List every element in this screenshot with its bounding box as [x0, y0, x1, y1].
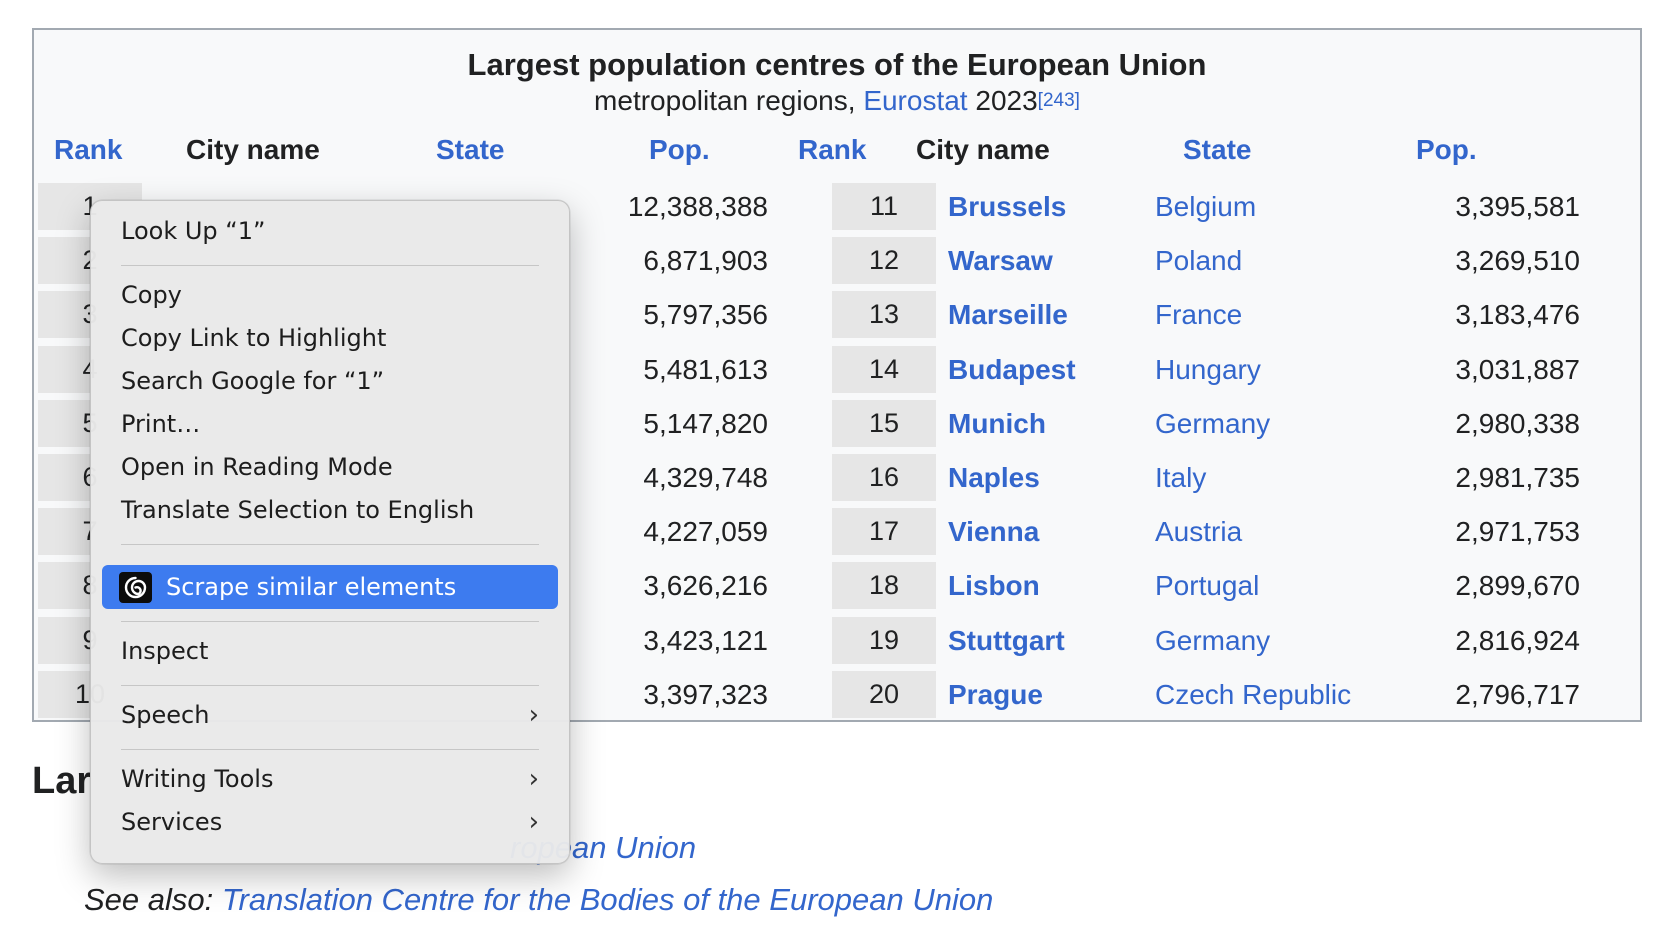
pop-cell: 4,227,059 [643, 516, 768, 548]
speech-label: Speech [121, 701, 210, 729]
menu-separator [121, 544, 539, 545]
menu-item-translate-selection[interactable]: Translate Selection to English [121, 496, 475, 524]
state-link[interactable]: France [1155, 299, 1243, 331]
menu-separator [121, 621, 539, 622]
state-link[interactable]: Italy [1155, 462, 1207, 493]
eurostat-link[interactable]: Eurostat [863, 85, 968, 116]
pop-cell: 3,423,121 [643, 624, 768, 656]
rank-cell: 18 [832, 562, 936, 610]
state-link[interactable]: Germany [1155, 407, 1271, 439]
menu-item-open-reading-mode[interactable]: Open in Reading Mode [121, 453, 393, 481]
see-also-note: See also: Translation Centre for the Bod… [84, 882, 993, 918]
header-state-left[interactable]: State [436, 134, 505, 165]
rank-cell: 14 [832, 345, 936, 393]
rank-cell: 13 [832, 291, 936, 339]
pop-cell: 5,797,356 [643, 299, 768, 331]
see-also-link[interactable]: Translation Centre for the Bodies of the… [221, 882, 994, 917]
menu-separator [121, 685, 539, 686]
pop-cell: 3,395,581 [1455, 191, 1580, 222]
writing-tools-label: Writing Tools [121, 765, 274, 793]
spiral-extension-icon [119, 572, 152, 603]
header-pop-right[interactable]: Pop. [1416, 134, 1477, 165]
rank-cell: 20 [832, 670, 936, 718]
rank-cell: 15 [832, 399, 936, 447]
subcaption-year: 2023 [975, 85, 1038, 116]
city-link[interactable]: Brussels [948, 191, 1067, 222]
city-link[interactable]: Vienna [948, 516, 1040, 548]
chevron-right-icon: › [528, 700, 539, 730]
pop-cell: 2,971,753 [1455, 516, 1580, 548]
scrape-similar-label: Scrape similar elements [166, 573, 457, 601]
city-link[interactable]: Naples [948, 462, 1040, 493]
menu-item-scrape-similar[interactable]: Scrape similar elements [102, 565, 558, 609]
pop-cell: 2,816,924 [1455, 624, 1580, 656]
city-link[interactable]: Munich [948, 407, 1046, 439]
menu-separator [121, 265, 539, 266]
chevron-right-icon: › [528, 764, 539, 794]
subcaption-prefix: metropolitan regions, [594, 85, 856, 116]
context-menu: Look Up “1” Copy Copy Link to Highlight … [90, 200, 570, 864]
table-subcaption: metropolitan regions, Eurostat 2023[243] [34, 85, 1640, 117]
reference-link[interactable]: [243] [1037, 90, 1080, 111]
rank-cell: 16 [832, 454, 936, 501]
header-pop-left[interactable]: Pop. [649, 134, 710, 165]
pop-cell: 5,147,820 [643, 407, 768, 439]
pop-cell: 3,397,323 [643, 678, 768, 710]
menu-item-inspect[interactable]: Inspect [121, 637, 209, 665]
pop-cell: 3,031,887 [1455, 353, 1580, 385]
state-link[interactable]: Czech Republic [1155, 678, 1352, 710]
menu-item-copy[interactable]: Copy [121, 281, 182, 309]
pop-cell: 3,183,476 [1455, 299, 1580, 331]
rank-cell: 17 [832, 508, 936, 556]
city-link[interactable]: Marseille [948, 299, 1068, 331]
city-link[interactable]: Warsaw [948, 245, 1053, 277]
pop-cell: 4,329,748 [643, 462, 768, 493]
header-city-left: City name [186, 134, 320, 165]
menu-item-copy-link-to-highlight[interactable]: Copy Link to Highlight [121, 324, 387, 352]
menu-item-look-up[interactable]: Look Up “1” [121, 217, 266, 245]
header-city-right: City name [916, 134, 1050, 165]
state-link[interactable]: Germany [1155, 624, 1271, 656]
menu-item-search-google[interactable]: Search Google for “1” [121, 367, 385, 395]
pop-cell: 3,626,216 [643, 570, 768, 602]
services-label: Services [121, 808, 223, 836]
city-link[interactable]: Stuttgart [948, 624, 1065, 656]
rank-cell: 11 [832, 183, 936, 230]
rank-cell: 19 [832, 616, 936, 664]
city-link[interactable]: Prague [948, 678, 1043, 710]
pop-cell: 2,796,717 [1455, 678, 1580, 710]
rank-cell: 12 [832, 237, 936, 285]
pop-cell: 3,269,510 [1455, 245, 1580, 277]
menu-item-services[interactable]: Services › [121, 802, 545, 842]
menu-item-speech[interactable]: Speech › [121, 695, 545, 735]
city-link[interactable]: Lisbon [948, 570, 1040, 602]
table-caption: Largest population centres of the Europe… [467, 47, 1207, 82]
menu-item-print[interactable]: Print… [121, 410, 201, 438]
city-link[interactable]: Budapest [948, 353, 1076, 385]
pop-cell: 2,980,338 [1455, 407, 1580, 439]
section-heading: Lar [32, 760, 92, 802]
state-link[interactable]: Poland [1155, 245, 1243, 277]
header-state-right[interactable]: State [1183, 134, 1252, 165]
header-rank-right[interactable]: Rank [798, 134, 867, 165]
menu-separator [121, 749, 539, 750]
state-link[interactable]: Austria [1155, 516, 1243, 548]
state-link[interactable]: Belgium [1155, 191, 1257, 222]
header-rank-left[interactable]: Rank [54, 134, 123, 165]
pop-cell: 6,871,903 [643, 245, 768, 277]
pop-cell: 2,899,670 [1455, 570, 1580, 602]
state-link[interactable]: Portugal [1155, 570, 1260, 602]
see-also-label: See also: [84, 882, 214, 917]
pop-cell: 2,981,735 [1455, 462, 1580, 493]
pop-cell: 5,481,613 [643, 353, 768, 385]
pop-cell: 12,388,388 [627, 191, 768, 222]
menu-item-writing-tools[interactable]: Writing Tools › [121, 759, 545, 799]
chevron-right-icon: › [528, 807, 539, 837]
state-link[interactable]: Hungary [1155, 353, 1261, 385]
